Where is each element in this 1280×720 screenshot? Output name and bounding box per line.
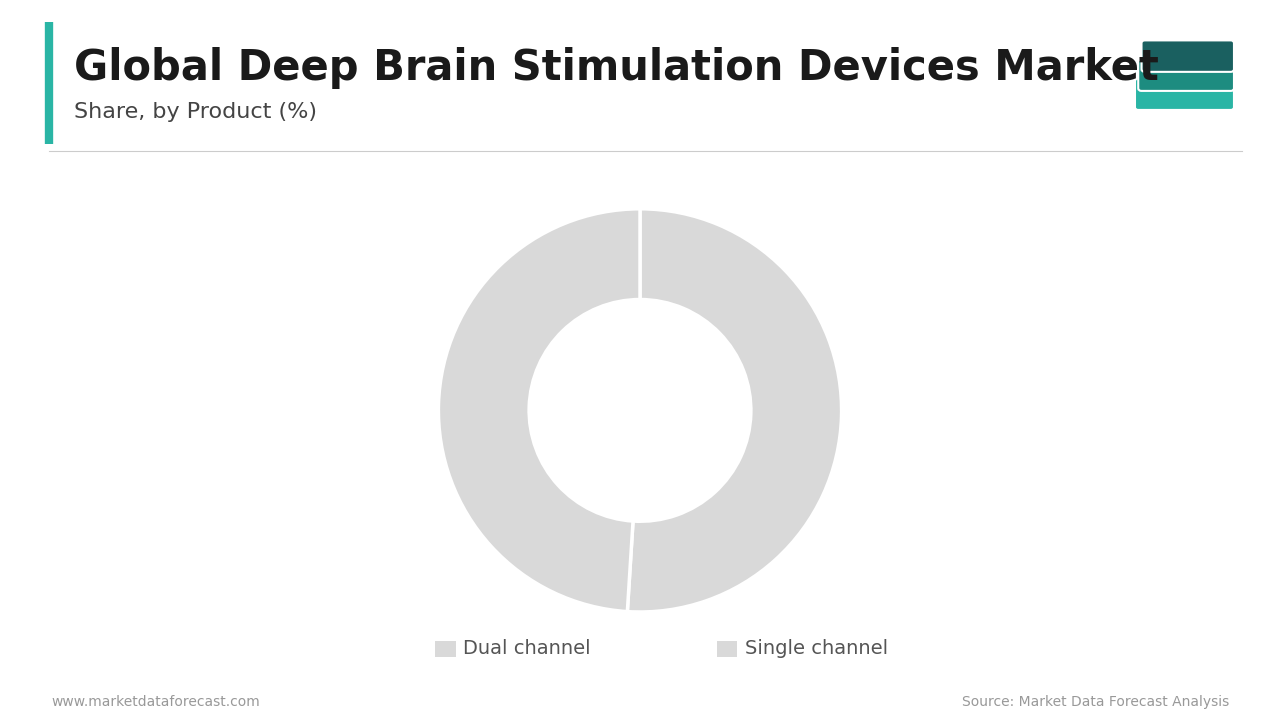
FancyBboxPatch shape [1138, 60, 1234, 91]
Text: Dual channel: Dual channel [463, 639, 591, 657]
FancyBboxPatch shape [1135, 78, 1234, 110]
Text: Share, by Product (%): Share, by Product (%) [74, 102, 317, 122]
Text: www.marketdataforecast.com: www.marketdataforecast.com [51, 695, 260, 709]
Text: Single channel: Single channel [745, 639, 888, 657]
FancyBboxPatch shape [1142, 40, 1234, 72]
Wedge shape [439, 209, 640, 611]
Wedge shape [627, 209, 841, 612]
Text: Source: Market Data Forecast Analysis: Source: Market Data Forecast Analysis [961, 695, 1229, 709]
Text: Global Deep Brain Stimulation Devices Market: Global Deep Brain Stimulation Devices Ma… [74, 48, 1160, 89]
